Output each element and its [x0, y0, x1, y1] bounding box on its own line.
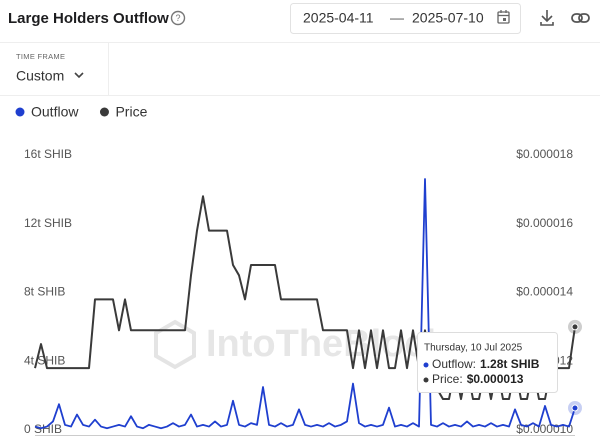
- date-range[interactable]: [290, 3, 521, 34]
- info-icon[interactable]: [170, 10, 186, 26]
- tooltip-box: [417, 332, 558, 393]
- date-separator: —: [390, 10, 404, 26]
- legend: Outflow Price: [15, 104, 148, 120]
- outflow-line: [34, 178, 576, 430]
- y2-tick-label: $0.000014: [516, 285, 573, 299]
- link-icon[interactable]: [571, 13, 590, 23]
- calendar-icon[interactable]: [497, 10, 510, 24]
- last-point: [571, 323, 579, 331]
- watermark-group: IntoTheBlock: [154, 319, 448, 370]
- y2-tick-label: $0.000016: [516, 216, 573, 230]
- start-date: 2025-04-11: [303, 10, 374, 26]
- legend-label[interactable]: Outflow: [31, 104, 79, 120]
- tooltip-bullet: [423, 362, 429, 368]
- dropdown-chevron[interactable]: [74, 72, 84, 79]
- y-tick-label: 16t SHIB: [24, 147, 72, 161]
- tooltip-bullet: [423, 377, 429, 383]
- legend-swatch: [99, 107, 109, 117]
- y-tick-label: 8t SHIB: [24, 285, 65, 299]
- title: Large Holders Outflow: [8, 10, 169, 27]
- tooltip: Thursday, 10 Jul 2025 Outflow: 1.28t SHIB P…: [417, 332, 558, 393]
- tooltip-name: Outflow:: [432, 357, 476, 371]
- tooltip-name: Price:: [432, 372, 463, 386]
- legend-swatch: [15, 107, 25, 117]
- tooltip-value: 1.28t SHIB: [480, 357, 540, 371]
- last-point: [571, 404, 579, 412]
- download-icon[interactable]: [540, 10, 554, 26]
- y2-tick-label: $0.000010: [516, 422, 573, 436]
- time-frame-value[interactable]: Custom: [16, 68, 64, 84]
- end-date: 2025-07-10: [412, 10, 484, 26]
- legend-label[interactable]: Price: [115, 104, 147, 120]
- tooltip-value: $0.000013: [467, 372, 524, 386]
- y-tick-label: 12t SHIB: [24, 216, 72, 230]
- time-frame-label: TIME FRAME: [16, 52, 65, 61]
- tooltip-date: Thursday, 10 Jul 2025: [424, 343, 523, 354]
- y-tick-label: 0 SHIB: [24, 422, 62, 436]
- info-glyph: ?: [175, 13, 180, 23]
- watermark-logo: [154, 319, 196, 370]
- y2-tick-label: $0.000018: [516, 147, 573, 161]
